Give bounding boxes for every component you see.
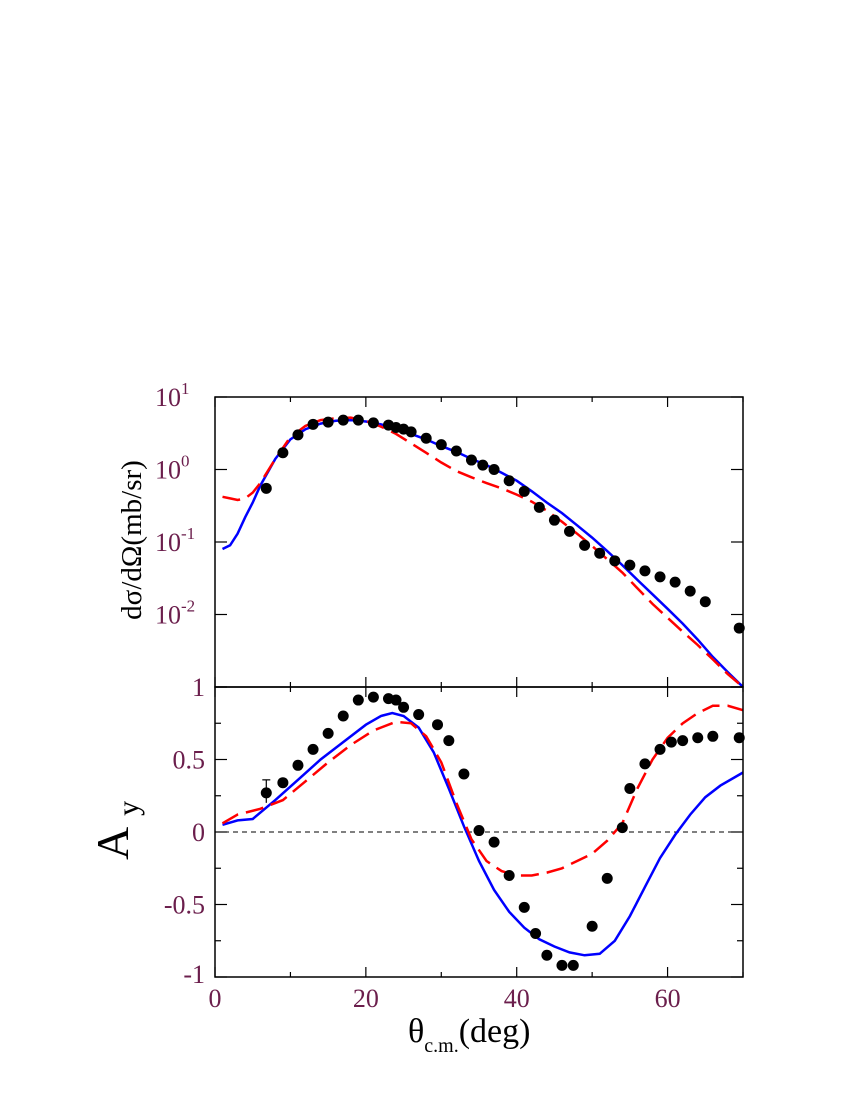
bottom-data-point	[556, 959, 568, 971]
top-plot-frame	[214, 396, 744, 688]
top-data-point	[367, 417, 379, 429]
top-ticks	[214, 396, 744, 688]
top-data-point	[639, 565, 651, 577]
top-panel: 101 100 10-1 10-2 dσ/dΩ(mb/sr)	[116, 379, 745, 688]
top-data-point	[337, 414, 349, 426]
bottom-data-point	[518, 901, 530, 913]
top-data-point	[477, 459, 489, 471]
bottom-data-point	[503, 870, 515, 881]
top-data-point	[654, 571, 666, 583]
bottom-data-point	[692, 732, 704, 744]
bottom-data-point	[367, 691, 379, 703]
bottom-data-point	[458, 768, 470, 780]
bottom-tick-labels: 10.50-0.5-10 20 40 60	[164, 673, 681, 1013]
top-data-point	[609, 555, 621, 567]
top-dashed-curve	[222, 416, 743, 687]
top-tick-labels: 101 100 10-1 10-2	[155, 379, 195, 630]
top-data-point	[420, 432, 432, 444]
top-data-point	[733, 622, 745, 634]
bottom-y-tick-label: 0.5	[173, 746, 206, 775]
bottom-solid-curve	[222, 711, 743, 957]
bottom-data-point	[322, 727, 334, 739]
bottom-data-point	[624, 783, 636, 794]
top-data-point	[594, 547, 606, 559]
top-data-point	[277, 447, 289, 459]
bottom-panel: 10.50-0.5-10 20 40 60 A y θc.m.(deg)	[87, 673, 745, 1057]
top-points	[260, 414, 745, 634]
theta-symbol: θ	[408, 1013, 424, 1050]
top-curves	[221, 416, 743, 687]
bottom-data-point	[337, 710, 349, 722]
top-data-point	[450, 445, 462, 457]
bottom-x-tick-label: 60	[655, 984, 681, 1013]
bottom-data-point	[390, 694, 402, 706]
bottom-data-point	[488, 836, 500, 848]
top-data-point	[684, 585, 696, 597]
top-data-point	[307, 418, 319, 430]
top-data-point	[435, 439, 447, 451]
bottom-data-point	[567, 959, 579, 971]
top-data-point	[548, 514, 560, 526]
bottom-data-point	[601, 872, 613, 884]
bottom-y-tick-label: 0	[192, 818, 205, 847]
top-data-point	[405, 426, 417, 438]
bottom-points	[260, 691, 745, 971]
top-data-point	[352, 414, 364, 426]
bottom-data-point	[586, 920, 598, 932]
bottom-data-point	[277, 777, 289, 789]
top-data-point	[579, 539, 591, 551]
top-data-point	[518, 485, 530, 497]
bottom-data-point	[398, 701, 410, 713]
bottom-data-point	[541, 949, 553, 961]
bottom-x-tick-label: 20	[353, 984, 379, 1013]
bottom-x-tick-label: 40	[504, 984, 530, 1013]
bottom-data-point	[665, 736, 677, 748]
bottom-data-point	[639, 758, 651, 770]
bottom-data-point	[292, 759, 304, 771]
top-data-point	[465, 454, 477, 466]
top-data-point	[669, 576, 681, 588]
bottom-data-point	[413, 709, 425, 721]
cm-subscript: c.m.	[424, 1035, 458, 1057]
top-y-axis-label: dσ/dΩ(mb/sr)	[116, 460, 148, 620]
bottom-x-axis-label: θc.m.(deg)	[408, 1013, 530, 1057]
top-data-point	[624, 559, 636, 571]
bottom-data-point	[677, 735, 689, 747]
top-data-point	[699, 596, 711, 608]
top-data-point	[488, 464, 500, 475]
top-data-point	[322, 416, 334, 428]
ay-subscript: y	[112, 801, 145, 816]
bottom-data-point	[473, 825, 485, 837]
top-data-point	[503, 475, 515, 487]
deg-unit: (deg)	[459, 1013, 531, 1050]
bottom-y-tick-label: 1	[192, 673, 205, 702]
bottom-y-axis-label: A y	[87, 801, 145, 860]
bottom-data-point	[443, 735, 455, 747]
top-y-tick-label: 10-2	[155, 597, 195, 630]
bottom-data-point	[654, 743, 666, 755]
top-y-tick-label: 100	[155, 452, 190, 485]
top-solid-curve	[221, 418, 743, 687]
top-data-point	[260, 482, 272, 494]
bottom-x-tick-label: 0	[209, 984, 222, 1013]
top-data-point	[292, 429, 304, 441]
ay-main: A	[87, 827, 138, 860]
bottom-data-point	[432, 719, 444, 731]
bottom-y-tick-label: -1	[183, 960, 205, 989]
top-y-tick-label: 101	[155, 379, 190, 412]
bottom-data-point	[530, 928, 542, 939]
bottom-data-point	[352, 694, 364, 706]
top-data-point	[564, 525, 576, 537]
bottom-y-tick-label: -0.5	[164, 891, 205, 920]
top-y-tick-label: 10-1	[155, 524, 195, 557]
bottom-data-point	[707, 730, 719, 742]
bottom-plot-frame	[214, 686, 744, 978]
bottom-data-point	[733, 732, 745, 744]
top-data-point	[533, 501, 545, 513]
bottom-data-point	[616, 822, 628, 834]
bottom-data-point	[307, 743, 319, 755]
